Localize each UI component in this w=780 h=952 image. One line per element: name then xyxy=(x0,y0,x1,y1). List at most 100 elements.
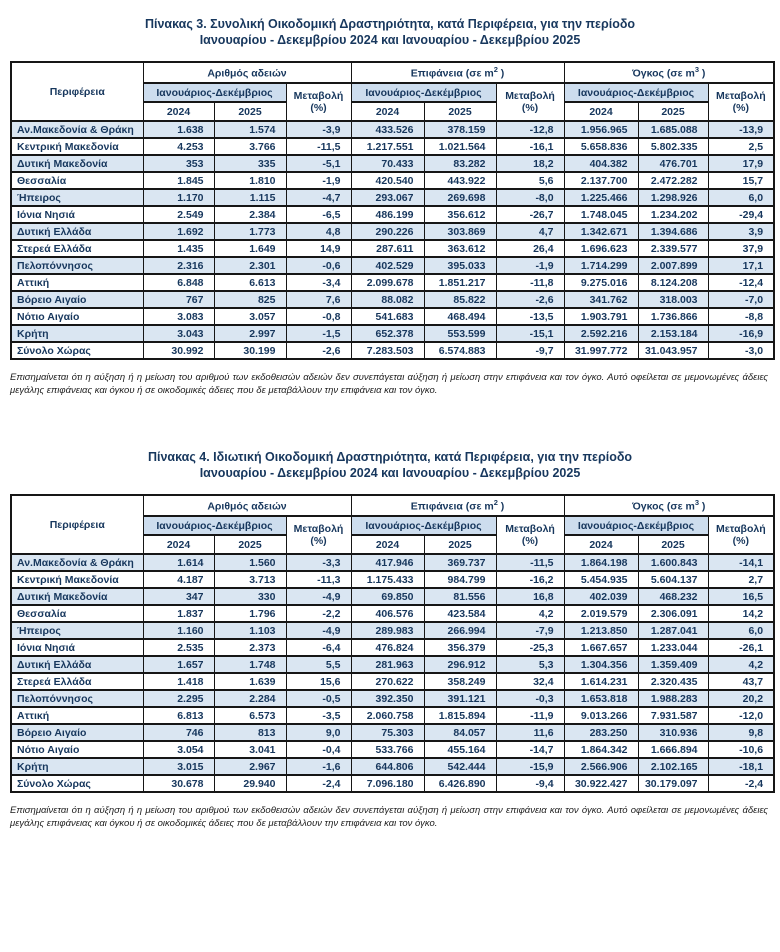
header-change-permits: Μεταβολή (%) xyxy=(285,515,352,555)
value-cell: 486.199 xyxy=(350,205,425,224)
value-cell: 1.685.088 xyxy=(637,120,709,139)
value-cell: -11,9 xyxy=(495,706,565,725)
value-cell: 1.748.045 xyxy=(563,205,639,224)
value-cell: -7,9 xyxy=(495,621,565,640)
header-year-2025: 2025 xyxy=(213,101,287,122)
value-cell: -1,5 xyxy=(285,324,352,343)
value-cell: 358.249 xyxy=(423,672,497,691)
region-cell: Σύνολο Χώρας xyxy=(10,341,144,360)
value-cell: 6.848 xyxy=(142,273,215,292)
value-cell: -2,4 xyxy=(285,774,352,793)
region-cell: Στερεά Ελλάδα xyxy=(10,672,144,691)
value-cell: 6.574.883 xyxy=(423,341,497,360)
value-cell: -13,9 xyxy=(707,120,775,139)
value-cell: 1.217.551 xyxy=(350,137,425,156)
region-cell: Αττική xyxy=(10,273,144,292)
value-cell: 356.379 xyxy=(423,638,497,657)
value-cell: 31.043.957 xyxy=(637,341,709,360)
value-cell: -1,9 xyxy=(495,256,565,275)
header-group-permits: Αριθμός αδειών xyxy=(142,494,352,517)
value-cell: 11,6 xyxy=(495,723,565,742)
table-row: Βόρειο Αιγαίο 746 813 9,0 75.303 84.057 11,6 28… xyxy=(10,723,775,742)
value-cell: 1.394.686 xyxy=(637,222,709,241)
value-cell: 18,2 xyxy=(495,154,565,173)
value-cell: 420.540 xyxy=(350,171,425,190)
value-cell: 3.057 xyxy=(213,307,287,326)
value-cell: 2.284 xyxy=(213,689,287,708)
region-cell: Κεντρική Μακεδονία xyxy=(10,570,144,589)
value-cell: 4,8 xyxy=(285,222,352,241)
value-cell: 533.766 xyxy=(350,740,425,759)
value-cell: -9,4 xyxy=(495,774,565,793)
value-cell: 1.638 xyxy=(142,120,215,139)
header-group-permits: Αριθμός αδειών xyxy=(142,61,352,84)
table-row: Ήπειρος 1.170 1.115 -4,7 293.067 269.698 -8,0 1… xyxy=(10,188,775,207)
value-cell: -12,4 xyxy=(707,273,775,292)
value-cell: 984.799 xyxy=(423,570,497,589)
region-cell: Ήπειρος xyxy=(10,621,144,640)
value-cell: 1.649 xyxy=(213,239,287,258)
header-period-volume: Ιανουάριος-Δεκέμβριος xyxy=(563,82,709,103)
region-cell: Βόρειο Αιγαίο xyxy=(10,723,144,742)
value-cell: 1.810 xyxy=(213,171,287,190)
value-cell: 825 xyxy=(213,290,287,309)
table3-body: Αν.Μακεδονία & Θράκη 1.638 1.574 -3,9 433.52… xyxy=(10,120,775,360)
table-row: Δυτική Μακεδονία 353 335 -5,1 70.433 83.282 18… xyxy=(10,154,775,173)
value-cell: 553.599 xyxy=(423,324,497,343)
value-cell: 1.903.791 xyxy=(563,307,639,326)
value-cell: -0,6 xyxy=(285,256,352,275)
value-cell: 3.766 xyxy=(213,137,287,156)
region-cell: Αν.Μακεδονία & Θράκη xyxy=(10,120,144,139)
value-cell: 443.922 xyxy=(423,171,497,190)
value-cell: 4.187 xyxy=(142,570,215,589)
table-row: Κρήτη 3.015 2.967 -1,6 644.806 542.444 -15,9 2.… xyxy=(10,757,775,776)
value-cell: 1.667.657 xyxy=(563,638,639,657)
value-cell: 423.584 xyxy=(423,604,497,623)
table-row: Δυτική Ελλάδα 1.657 1.748 5,5 281.963 296.912… xyxy=(10,655,775,674)
value-cell: 644.806 xyxy=(350,757,425,776)
table-row: Πελοπόννησος 2.295 2.284 -0,5 392.350 391.121… xyxy=(10,689,775,708)
value-cell: 1.160 xyxy=(142,621,215,640)
value-cell: 30.199 xyxy=(213,341,287,360)
value-cell: -25,3 xyxy=(495,638,565,657)
value-cell: 303.869 xyxy=(423,222,497,241)
private-building-activity-table: Περιφέρεια Αριθμός αδειών Επιφάνεια (σε … xyxy=(10,494,776,793)
table-row: Ιόνια Νησιά 2.535 2.373 -6,4 476.824 356.379-… xyxy=(10,638,775,657)
value-cell: 395.033 xyxy=(423,256,497,275)
value-cell: -2,4 xyxy=(707,774,775,793)
value-cell: 1.614 xyxy=(142,553,215,572)
value-cell: -2,6 xyxy=(285,341,352,360)
value-cell: 2.320.435 xyxy=(637,672,709,691)
value-cell: -8,8 xyxy=(707,307,775,326)
value-cell: 15,7 xyxy=(707,171,775,190)
table4-title-line1: Πίνακας 4. Ιδιωτική Οικοδομική Δραστηριό… xyxy=(147,450,633,464)
value-cell: 1.233.044 xyxy=(637,638,709,657)
value-cell: 1.851.217 xyxy=(423,273,497,292)
value-cell: 369.737 xyxy=(423,553,497,572)
value-cell: 356.612 xyxy=(423,205,497,224)
value-cell: 1.653.818 xyxy=(563,689,639,708)
value-cell: 14,9 xyxy=(285,239,352,258)
table-row: Στερεά Ελλάδα 1.418 1.639 15,6 270.622 358.24… xyxy=(10,672,775,691)
value-cell: 9,0 xyxy=(285,723,352,742)
value-cell: -11,5 xyxy=(285,137,352,156)
value-cell: 88.082 xyxy=(350,290,425,309)
value-cell: -29,4 xyxy=(707,205,775,224)
table-row: Νότιο Αιγαίο 3.083 3.057 -0,8 541.683 468.494… xyxy=(10,307,775,326)
value-cell: 2.137.700 xyxy=(563,171,639,190)
value-cell: 2.535 xyxy=(142,638,215,657)
value-cell: 2.102.165 xyxy=(637,757,709,776)
value-cell: 2.967 xyxy=(213,757,287,776)
region-cell: Θεσσαλία xyxy=(10,171,144,190)
value-cell: 476.824 xyxy=(350,638,425,657)
value-cell: -3,4 xyxy=(285,273,352,292)
value-cell: 3.713 xyxy=(213,570,287,589)
region-cell: Πελοπόννησος xyxy=(10,256,144,275)
value-cell: 433.526 xyxy=(350,120,425,139)
value-cell: 1.864.342 xyxy=(563,740,639,759)
value-cell: 767 xyxy=(142,290,215,309)
region-cell: Δυτική Ελλάδα xyxy=(10,655,144,674)
header-year-2024: 2024 xyxy=(142,101,215,122)
table-row: Κεντρική Μακεδονία 4.187 3.713 -11,3 1.175.4… xyxy=(10,570,775,589)
